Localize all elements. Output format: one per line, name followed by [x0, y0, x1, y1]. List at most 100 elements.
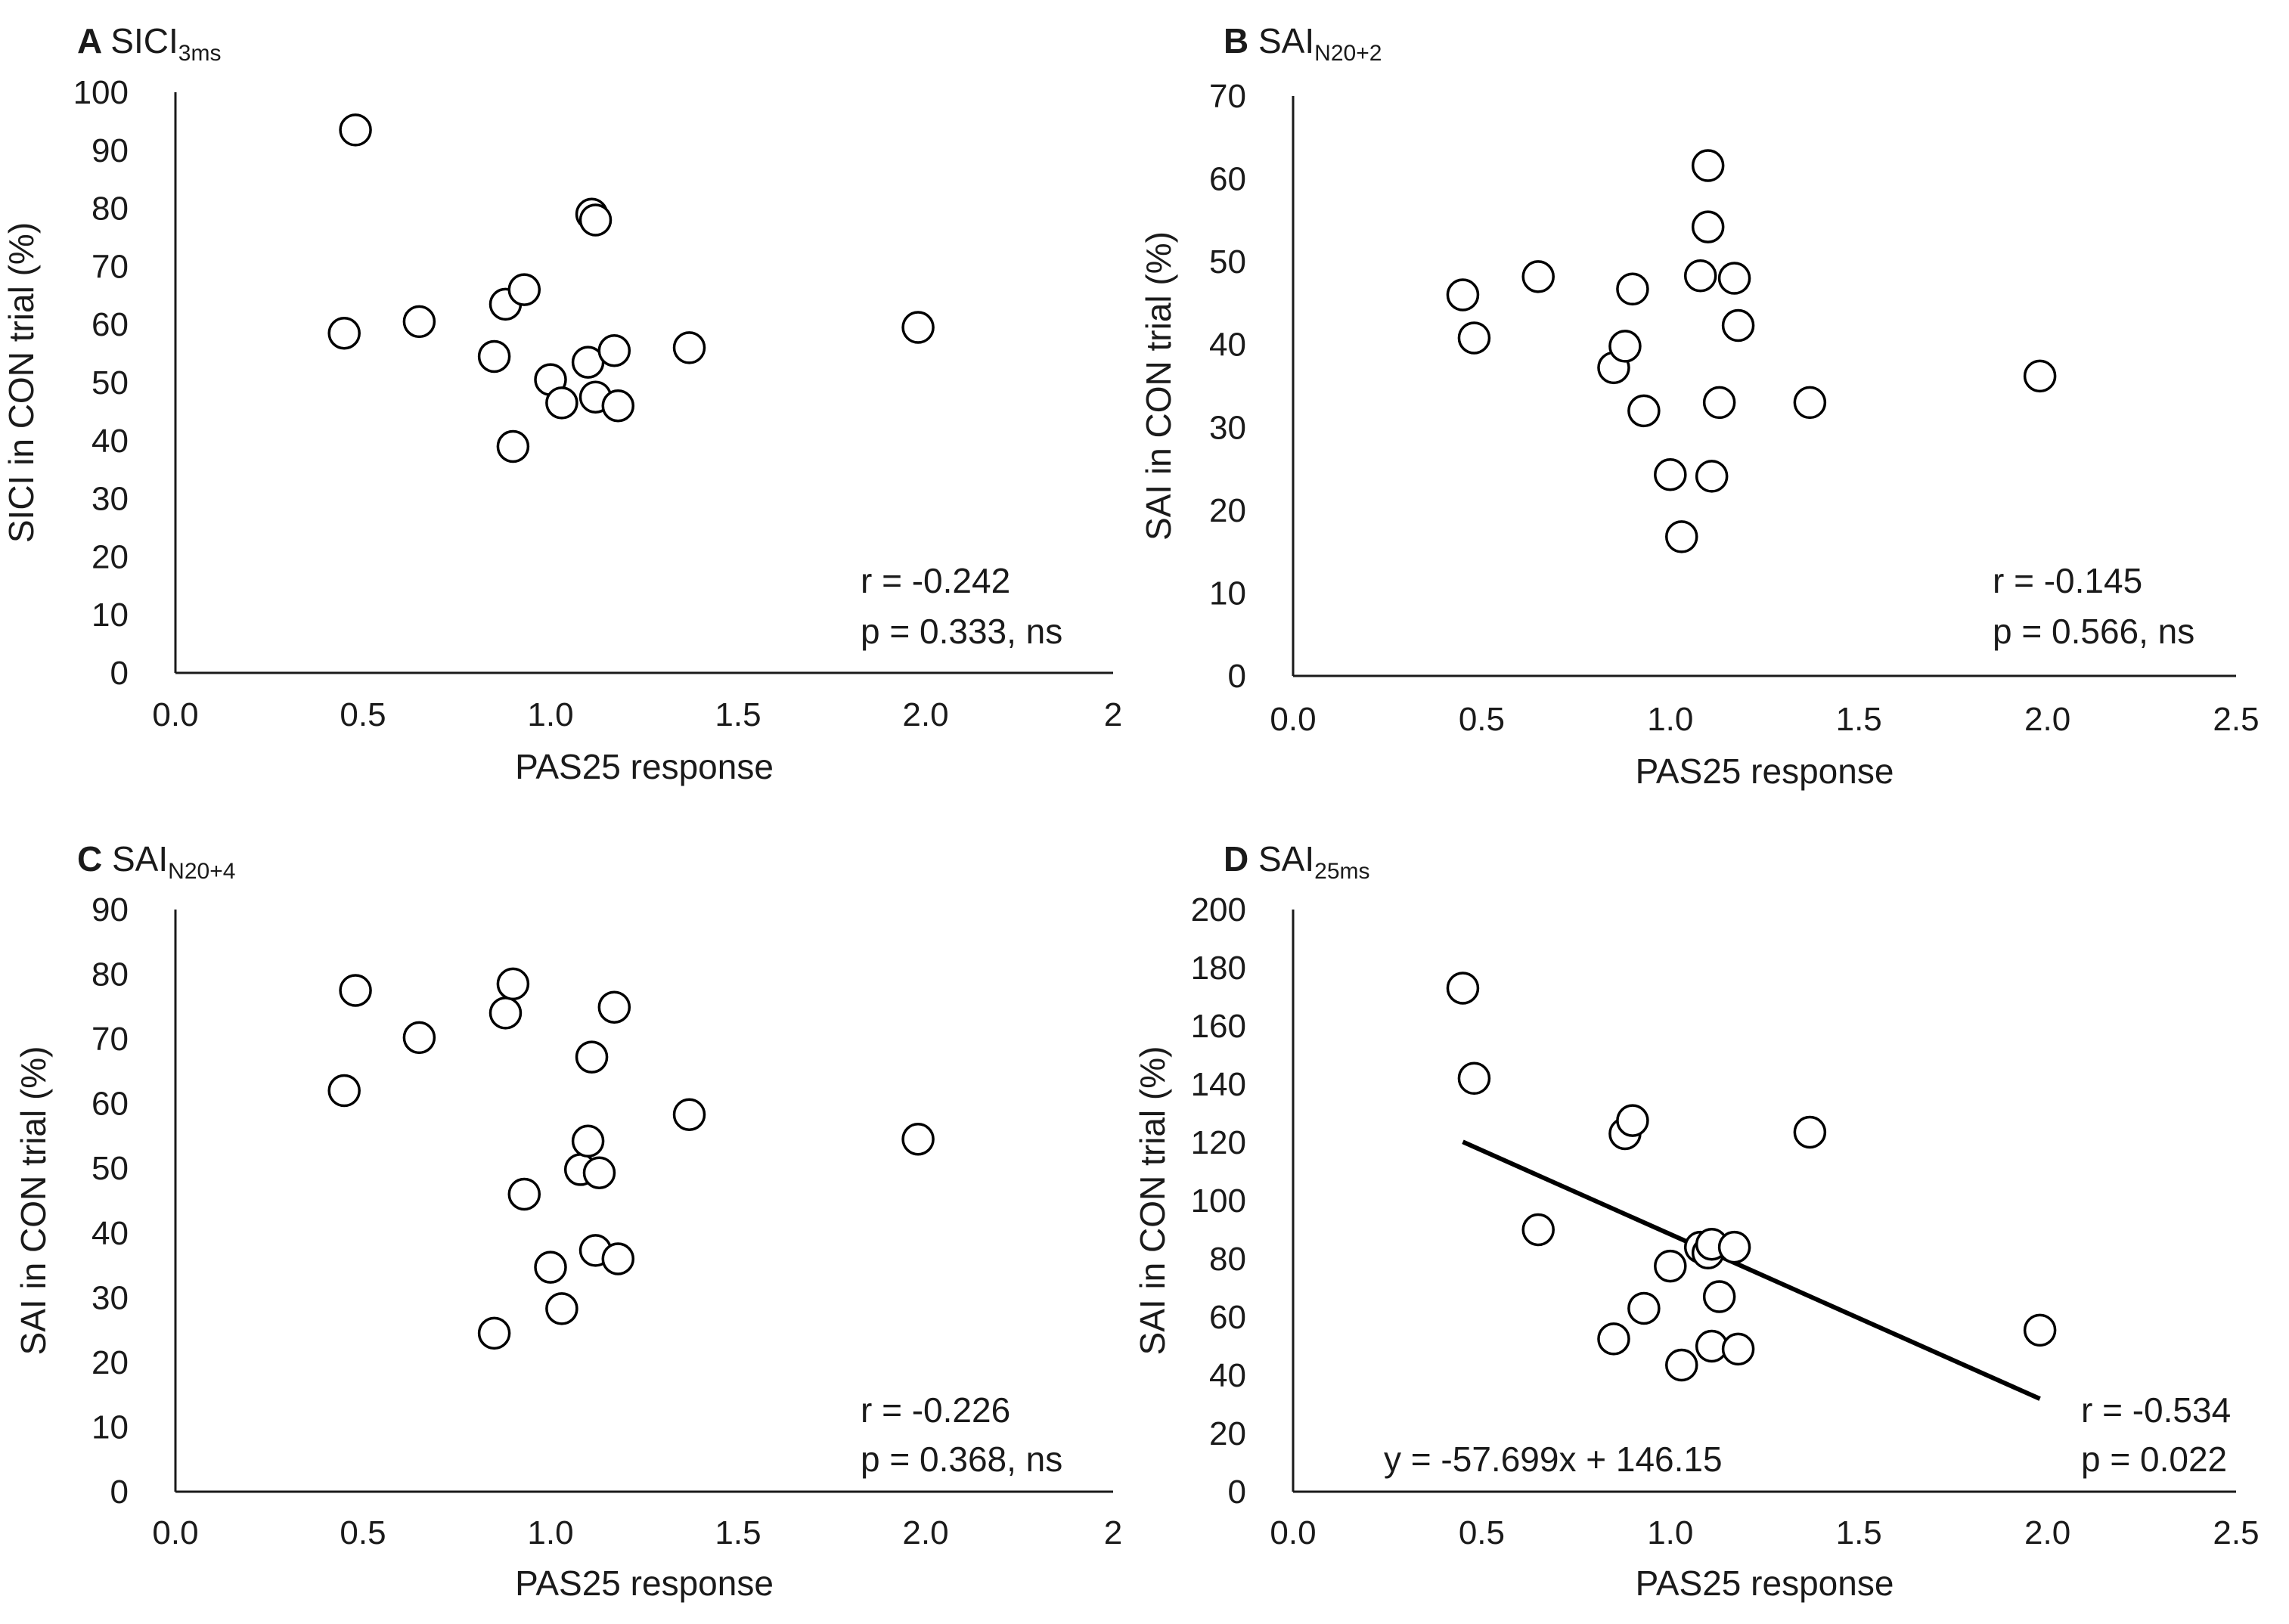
panel-letter: C — [77, 839, 112, 879]
x-axis-title: PAS25 response — [1636, 752, 1894, 791]
y-tick-label: 120 — [1191, 1124, 1246, 1161]
y-tick-label: 30 — [1209, 409, 1246, 446]
p-value: p = 0.566, ns — [1993, 612, 2194, 651]
data-point — [601, 1242, 635, 1275]
data-point — [1683, 259, 1717, 293]
data-point — [578, 203, 613, 237]
x-tick-label: 0.5 — [1459, 1514, 1505, 1551]
data-point — [2023, 359, 2057, 393]
data-point — [1721, 1332, 1755, 1366]
panel-letter: B — [1224, 21, 1258, 60]
data-point — [402, 1021, 436, 1055]
data-point — [582, 1156, 616, 1189]
data-point — [1691, 149, 1725, 182]
panel-c: 0 10 20 30 40 50 60 70 80 90 0.0 0.5 1.0 1.5 2.0 2 PAS25… — [14, 839, 1122, 1603]
panel-subscript: 3ms — [178, 41, 222, 66]
y-tick-label: 20 — [91, 538, 129, 575]
data-point — [1616, 1104, 1649, 1137]
x-tick-label: 1.5 — [715, 696, 761, 733]
data-point — [1793, 1115, 1827, 1149]
data-point — [1457, 321, 1491, 355]
data-point — [1695, 460, 1729, 493]
data-point — [339, 974, 372, 1007]
y-tick-label: 20 — [1209, 1415, 1246, 1452]
data-point — [1521, 260, 1555, 293]
y-tick-label: 0 — [1228, 658, 1246, 695]
y-tick-label: 100 — [73, 74, 129, 111]
panel-subscript: N20+4 — [168, 859, 235, 884]
y-tick-label: 60 — [1209, 161, 1246, 198]
y-tick-label: 180 — [1191, 950, 1246, 987]
x-tick-label: 2.0 — [2024, 701, 2070, 738]
panel-title: D SAI25ms — [1224, 839, 1370, 884]
x-axis-title: PAS25 response — [515, 1564, 774, 1603]
x-tick-label: 1.0 — [527, 696, 573, 733]
panel-title: C SAIN20+4 — [77, 839, 235, 884]
y-axis-title: SICI in CON trial (%) — [2, 222, 41, 543]
y-tick-label: 50 — [91, 1150, 129, 1187]
panel-a: 0 10 20 30 40 50 60 70 80 90 100 0.0 0.5 1.0 1.5 2.0 2 PA… — [2, 21, 1122, 786]
panel-d: 0 20 40 60 80 100 120 140 160 180 200 0.0 0.5 1.0 1.5 2… — [1133, 839, 2260, 1603]
data-point — [545, 386, 578, 420]
panel-title: B SAIN20+2 — [1224, 21, 1382, 66]
data-point — [496, 967, 530, 1001]
r-value: r = -0.226 — [861, 1390, 1010, 1430]
x-tick-label: 0.0 — [1270, 701, 1316, 738]
data-point — [1597, 1322, 1630, 1356]
y-tick-label: 80 — [91, 191, 129, 228]
y-tick-label: 40 — [91, 423, 129, 460]
y-axis-title: SAI in CON trial (%) — [1133, 1046, 1172, 1356]
panel-measure: SAI — [1258, 839, 1314, 879]
y-tick-label: 30 — [91, 481, 129, 518]
data-point — [1446, 972, 1480, 1005]
y-tick-label: 0 — [110, 655, 129, 692]
data-point — [534, 1251, 567, 1284]
data-point — [327, 316, 361, 350]
data-point — [1717, 1230, 1751, 1264]
x-tick-label: 2.0 — [902, 696, 948, 733]
panel-subscript: 25ms — [1314, 859, 1369, 884]
panel-letter: A — [77, 21, 110, 60]
x-tick-label: 2 — [1104, 696, 1122, 733]
y-tick-label: 160 — [1191, 1008, 1246, 1045]
y-tick-label: 60 — [91, 1086, 129, 1123]
x-tick-label: 0.0 — [1270, 1514, 1316, 1551]
data-point — [1702, 1280, 1736, 1313]
data-point — [477, 1316, 511, 1350]
data-point — [1608, 330, 1642, 363]
data-point — [571, 1124, 605, 1158]
x-axis-title: PAS25 response — [515, 747, 774, 786]
data-point — [1717, 262, 1751, 295]
y-axis-title: SAI in CON trial (%) — [14, 1046, 53, 1356]
data-point — [1627, 394, 1661, 428]
data-point — [489, 996, 523, 1030]
y-tick-label: 60 — [1209, 1299, 1246, 1336]
y-tick-label: 70 — [1209, 78, 1246, 115]
data-point — [402, 305, 436, 339]
data-point — [672, 331, 706, 364]
regression-equation: y = -57.699x + 146.15 — [1384, 1440, 1723, 1479]
x-tick-label: 0.5 — [340, 696, 386, 733]
data-point — [597, 990, 631, 1024]
x-tick-label: 1.0 — [1647, 701, 1693, 738]
data-point — [507, 273, 541, 306]
x-tick-label: 0.5 — [1459, 701, 1505, 738]
data-point — [1654, 1249, 1687, 1283]
data-point — [545, 1292, 578, 1325]
y-tick-label: 0 — [1228, 1474, 1246, 1511]
x-tick-label: 1.5 — [715, 1514, 761, 1551]
y-tick-label: 70 — [91, 248, 129, 285]
data-point — [601, 389, 635, 423]
y-tick-label: 10 — [91, 597, 129, 634]
x-tick-label: 1.0 — [1647, 1514, 1693, 1551]
y-tick-label: 90 — [91, 891, 129, 928]
y-tick-label: 40 — [1209, 327, 1246, 364]
data-point — [339, 113, 372, 147]
data-point — [1665, 520, 1698, 553]
panel-measure: SAI — [1258, 21, 1314, 60]
p-value: p = 0.333, ns — [861, 612, 1062, 651]
y-tick-label: 60 — [91, 306, 129, 343]
panel-b: 0 10 20 30 40 50 60 70 0.0 0.5 1.0 1.5 2.0 2.5 PAS25 r… — [1139, 21, 2260, 791]
data-point — [1457, 1061, 1491, 1096]
